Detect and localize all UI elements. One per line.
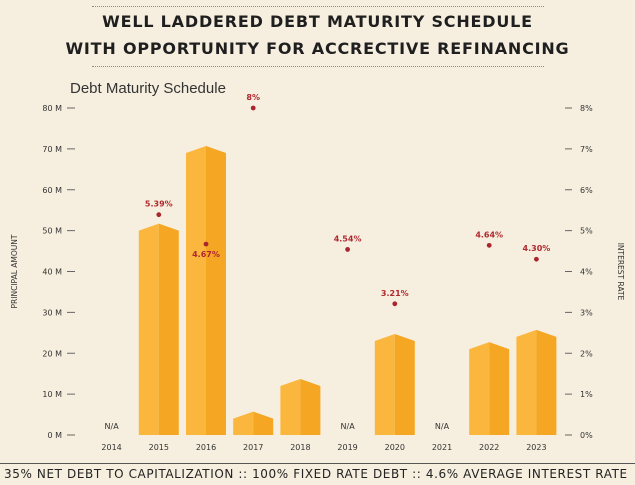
na-label: N/A bbox=[435, 422, 450, 431]
x-tick-label: 2021 bbox=[432, 443, 452, 452]
bottom-dotted-rule bbox=[92, 66, 544, 67]
y-tick-label: 40 M bbox=[42, 268, 62, 277]
x-tick-label: 2018 bbox=[290, 443, 310, 452]
bar-2016-left-face bbox=[186, 145, 206, 435]
y-tick-label: 50 M bbox=[42, 227, 62, 236]
bar-2022-right-face bbox=[489, 342, 510, 435]
y2-tick-label: 7% bbox=[580, 145, 593, 154]
y-axis-title: PRINCIPAL AMOUNT bbox=[10, 234, 19, 308]
chart-title: Debt Maturity Schedule bbox=[70, 80, 226, 97]
y2-tick-label: 2% bbox=[580, 349, 593, 358]
rate-point-2020 bbox=[392, 301, 398, 307]
rate-point-2019 bbox=[345, 247, 350, 252]
y-tick-label: 10 M bbox=[42, 390, 62, 399]
bar-2018-right-face bbox=[300, 378, 321, 435]
rate-label: 4.54% bbox=[334, 234, 362, 243]
x-tick-label: 2022 bbox=[479, 443, 499, 452]
rate-point-2022 bbox=[486, 242, 492, 248]
debt-maturity-chart: 0 M 10 M 20 M 30 M 40 M 50 M 60 M 70 M 80 M 0% 1% 2… bbox=[10, 93, 625, 452]
y-tick-label: 30 M bbox=[42, 308, 62, 317]
y-tick-label: 20 M bbox=[42, 349, 62, 358]
y2-tick-label: 8% bbox=[580, 104, 593, 113]
y-tick-label: 60 M bbox=[42, 186, 62, 195]
na-label: N/A bbox=[105, 422, 120, 431]
rate-label: 3.21% bbox=[381, 289, 409, 298]
rate-point-2023 bbox=[534, 256, 539, 262]
rate-label: 5.39% bbox=[145, 200, 173, 209]
bar-2020-left-face bbox=[374, 333, 395, 435]
title-line-1: WELL LADDERED DEBT MATURITY SCHEDULE bbox=[102, 12, 533, 31]
rate-label: 4.30% bbox=[523, 244, 551, 253]
y2-axis-title: INTEREST RATE bbox=[616, 243, 625, 301]
y2-tick-label: 5% bbox=[580, 227, 593, 236]
x-tick-label: 2019 bbox=[337, 443, 357, 452]
x-tick-label: 2015 bbox=[149, 443, 169, 452]
y2-tick-label: 0% bbox=[580, 431, 593, 440]
x-tick-label: 2016 bbox=[196, 443, 216, 452]
bar-2016-right-face bbox=[206, 145, 226, 435]
bar-2023-left-face bbox=[516, 329, 537, 435]
bar-2015-right-face bbox=[158, 223, 179, 435]
bar-2017-left-face bbox=[233, 411, 254, 435]
y2-tick-label: 3% bbox=[580, 308, 593, 317]
y-tick-label: 0 M bbox=[47, 431, 62, 440]
rate-label: 4.67% bbox=[192, 250, 220, 259]
bar-2020-right-face bbox=[394, 333, 415, 435]
bar-2015-left-face bbox=[138, 223, 159, 435]
x-tick-label: 2020 bbox=[385, 443, 405, 452]
x-tick-label: 2014 bbox=[101, 443, 121, 452]
bar-2023-right-face bbox=[536, 329, 557, 435]
rate-point-2016 bbox=[203, 241, 209, 247]
y-tick-label: 70 M bbox=[42, 145, 62, 154]
bar-2022-left-face bbox=[469, 342, 490, 435]
x-tick-label: 2017 bbox=[243, 443, 263, 452]
bar-2018-left-face bbox=[280, 378, 301, 435]
rate-point-2017 bbox=[250, 105, 256, 111]
y2-tick-label: 1% bbox=[580, 390, 593, 399]
y2-tick-label: 4% bbox=[580, 268, 593, 277]
title-line-2: WITH OPPORTUNITY FOR ACCRECTIVE REFINANC… bbox=[65, 39, 570, 58]
rate-point-2015 bbox=[156, 212, 162, 218]
y2-tick-label: 6% bbox=[580, 186, 593, 195]
y-tick-label: 80 M bbox=[42, 104, 62, 113]
top-dotted-rule bbox=[92, 6, 544, 7]
rate-label: 4.64% bbox=[475, 230, 503, 239]
x-tick-label: 2023 bbox=[526, 443, 546, 452]
footer-summary: 35% NET DEBT TO CAPITALIZATION :: 100% F… bbox=[0, 463, 635, 485]
bar-2017-right-face bbox=[253, 411, 274, 435]
na-label: N/A bbox=[341, 422, 356, 431]
rate-label: 8% bbox=[246, 93, 260, 102]
